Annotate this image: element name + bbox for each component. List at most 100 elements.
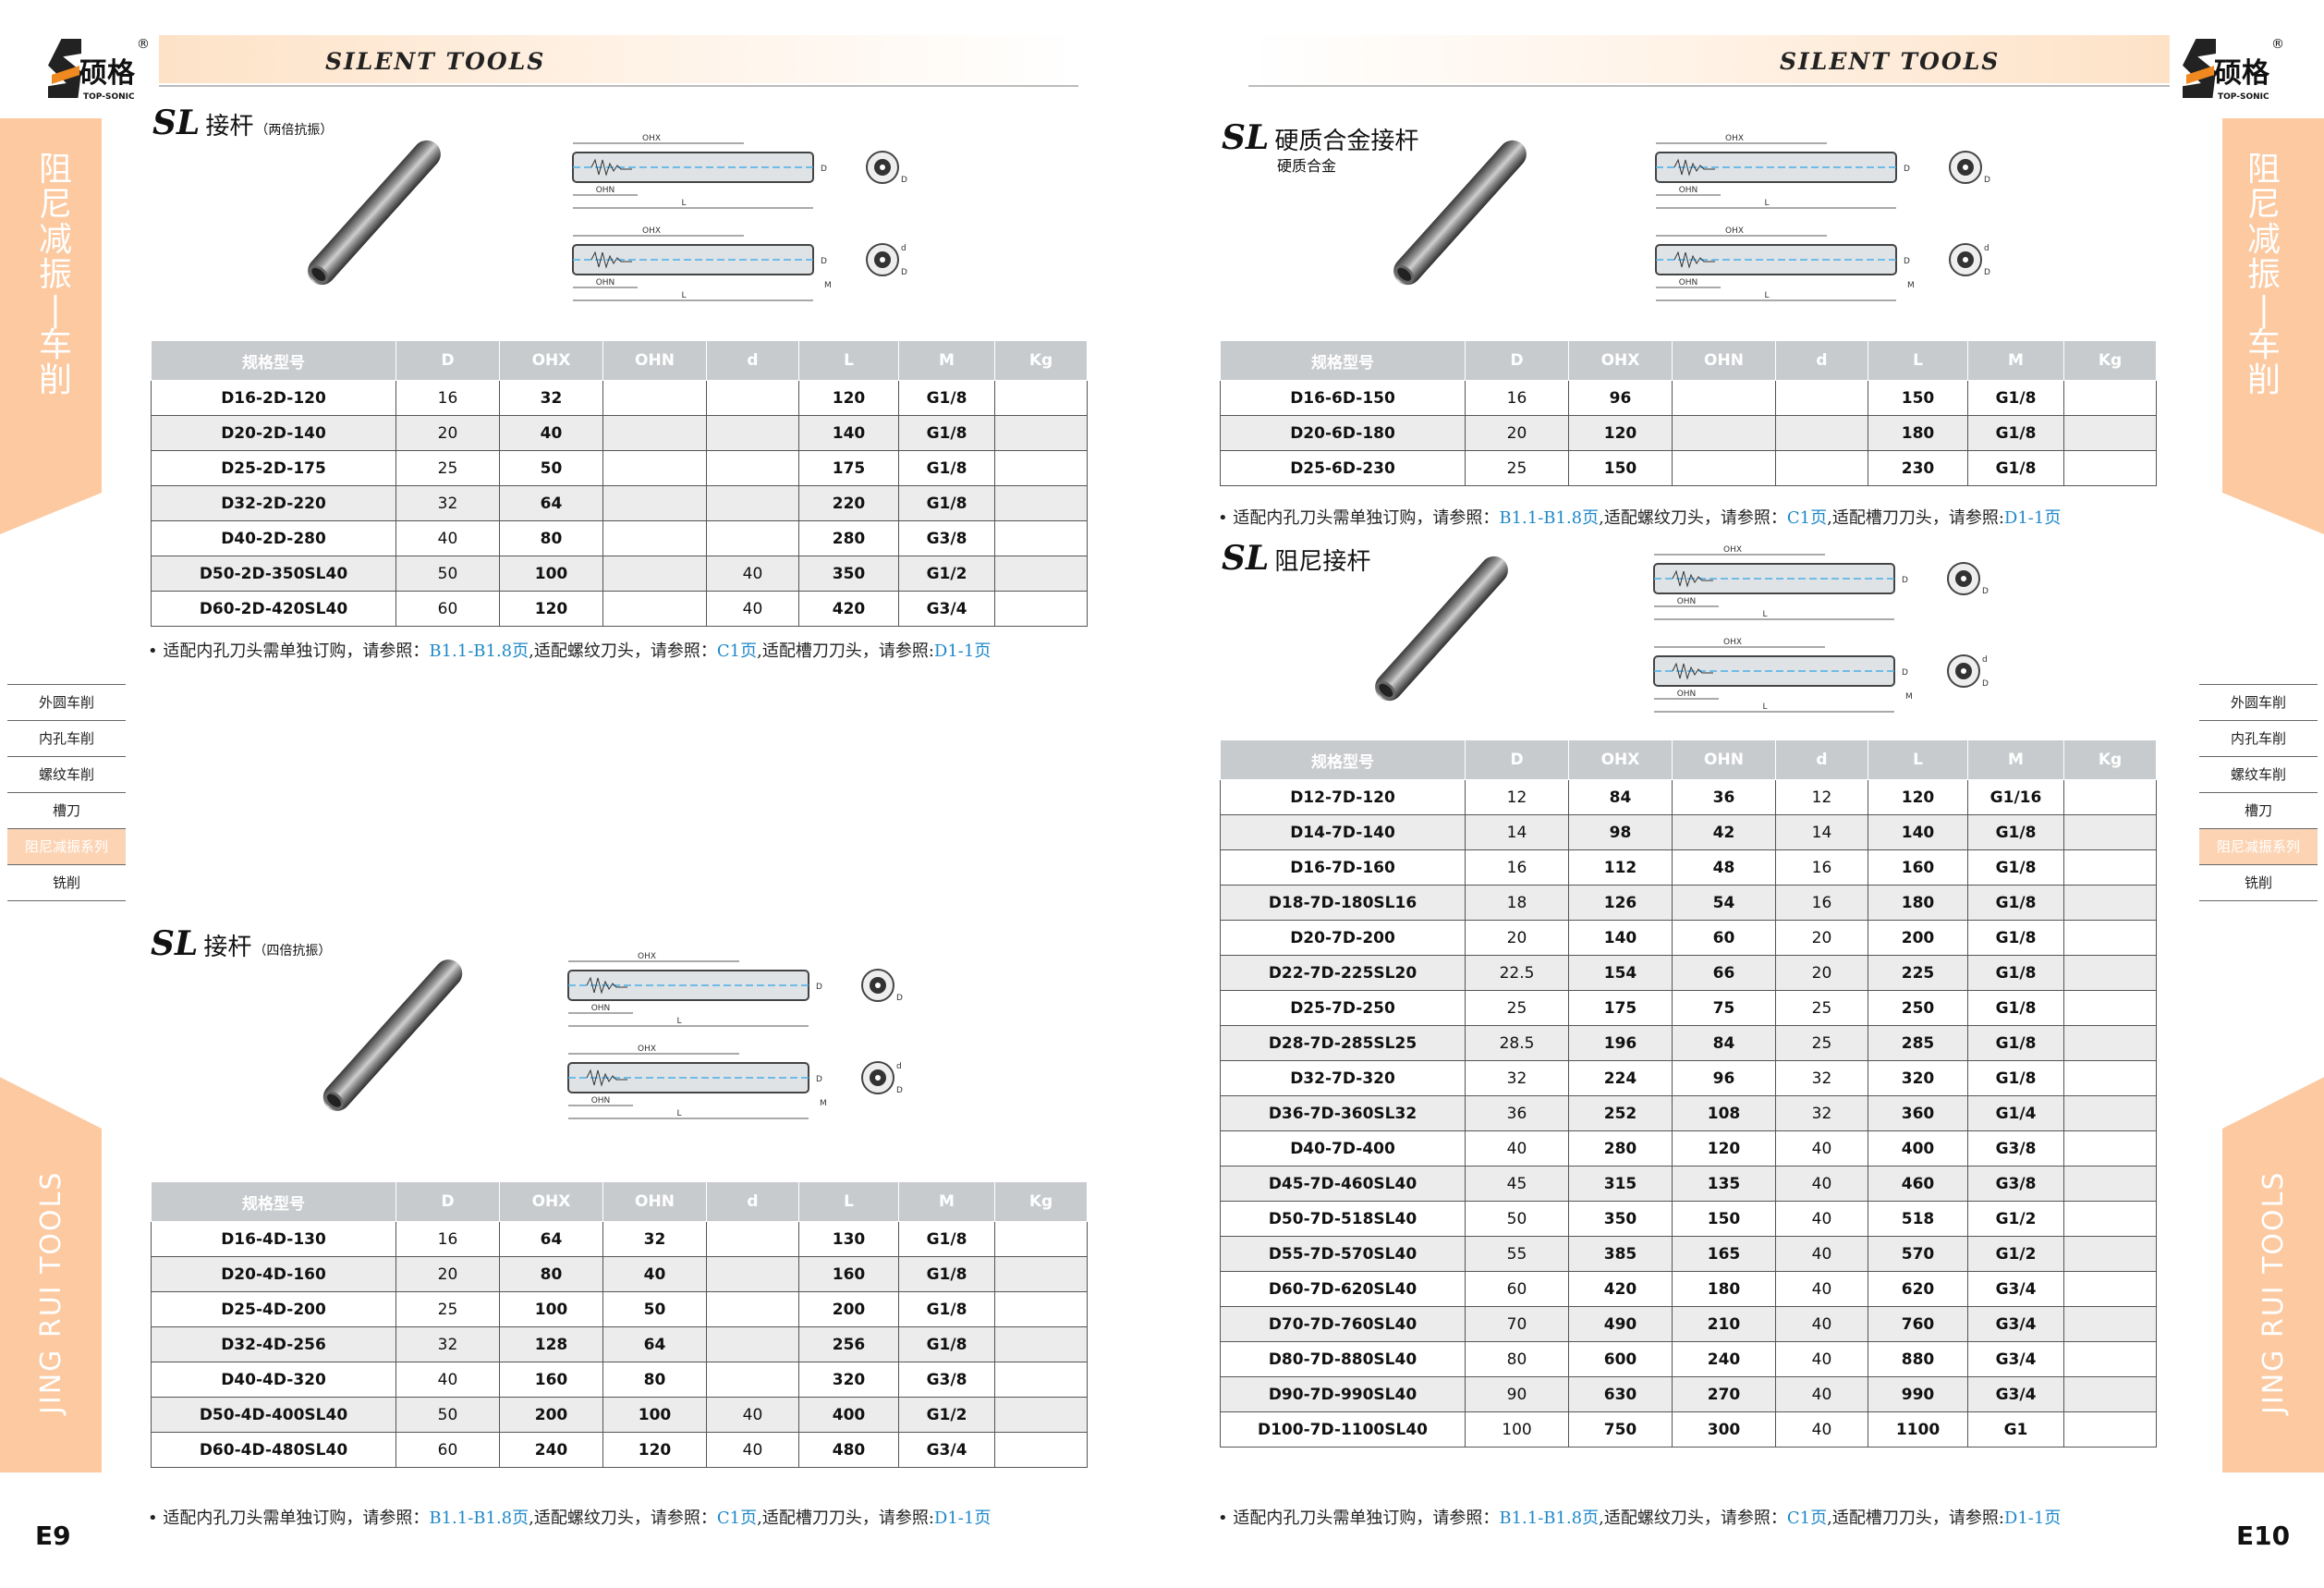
order-note: • 适配内孔刀头需单独订购，请参照：B1.1-B1.8页,适配螺纹刀头，请参照：… — [148, 1509, 992, 1528]
link-groove-inserts[interactable]: D1-1页 — [2003, 1509, 2062, 1528]
spec-cell: 96 — [1672, 1060, 1776, 1096]
spec-cell: 40 — [395, 1362, 500, 1398]
spec-cell — [2063, 415, 2157, 451]
dim-label-ohx: OHX — [642, 134, 661, 143]
menu-item-milling[interactable]: 铣削 — [2199, 865, 2318, 901]
menu-item-damping-series[interactable]: 阻尼减振系列 — [2199, 829, 2318, 865]
product-image-rod — [317, 953, 468, 1118]
product-image-rod — [1369, 550, 1515, 707]
link-thread-inserts[interactable]: C1页 — [716, 641, 758, 661]
dim-label-l: L — [1764, 199, 1769, 208]
menu-item-inner-turning[interactable]: 内孔车削 — [7, 721, 126, 757]
spec-cell: G3/8 — [898, 520, 995, 556]
table-row: D40-7D-400 40 280 120 40 400 G3/8 — [1220, 1130, 2157, 1167]
brand-logo-right: 硕格 TOP-SONIC ® — [2183, 37, 2284, 108]
spec-cell: 60 — [1672, 920, 1776, 956]
spec-cell — [1672, 450, 1776, 486]
table-row: D14-7D-140 14 98 42 14 140 G1/8 — [1220, 814, 2157, 850]
link-thread-inserts[interactable]: C1页 — [1786, 508, 1828, 528]
spec-cell — [706, 485, 799, 521]
link-bore-inserts[interactable]: B1.1-B1.8页 — [1499, 1509, 1600, 1528]
spec-cell — [994, 1221, 1088, 1257]
svg-text:D: D — [901, 176, 907, 185]
spec-cell: 490 — [1568, 1306, 1673, 1342]
table-row: D25-7D-250 25 175 75 25 250 G1/8 — [1220, 990, 2157, 1026]
spec-cell — [2063, 990, 2157, 1026]
spec-cell: 570 — [1868, 1236, 1968, 1272]
model-cell: D90-7D-990SL40 — [1220, 1376, 1466, 1412]
spec-cell — [994, 1362, 1088, 1398]
spec-cell: 100 — [499, 1291, 603, 1327]
link-bore-inserts[interactable]: B1.1-B1.8页 — [1499, 508, 1600, 528]
menu-item-outer-turning[interactable]: 外圆车削 — [7, 685, 126, 721]
link-groove-inserts[interactable]: D1-1页 — [2003, 508, 2062, 528]
spec-cell: 1100 — [1868, 1411, 1968, 1448]
spec-cell: 252 — [1568, 1095, 1673, 1131]
spec-cell: 40 — [602, 1256, 707, 1292]
dim-label-ohn: OHN — [1677, 597, 1697, 606]
link-bore-inserts[interactable]: B1.1-B1.8页 — [429, 641, 529, 661]
dim-label-l: L — [681, 199, 686, 208]
menu-item-thread-turning[interactable]: 螺纹车削 — [7, 757, 126, 793]
table-row: D16-4D-130 16 64 32 130 G1/8 — [151, 1221, 1088, 1257]
spec-cell: 32 — [499, 380, 603, 416]
spec-cell: 240 — [1672, 1341, 1776, 1377]
dim-label-d: D — [1902, 668, 1908, 678]
spec-cell — [602, 591, 707, 627]
menu-item-grooving[interactable]: 槽刀 — [2199, 793, 2318, 829]
spec-cell — [2063, 1411, 2157, 1448]
spec-cell — [2063, 1095, 2157, 1131]
spec-cell: 280 — [798, 520, 899, 556]
table-row: D90-7D-990SL40 90 630 270 40 990 G3/4 — [1220, 1376, 2157, 1412]
spec-cell: 40 — [1465, 1130, 1569, 1167]
model-cell: D20-2D-140 — [151, 415, 396, 451]
dim-label-l: L — [1764, 291, 1769, 300]
table-row: D40-4D-320 40 160 80 320 G3/8 — [151, 1362, 1088, 1398]
link-thread-inserts[interactable]: C1页 — [716, 1509, 758, 1528]
dim-label-ohx: OHX — [1723, 638, 1742, 647]
spec-cell: 25 — [1465, 990, 1569, 1026]
spec-cell: 40 — [1775, 1201, 1868, 1237]
spec-cell: 20 — [1775, 955, 1868, 991]
menu-item-milling[interactable]: 铣削 — [7, 865, 126, 901]
link-bore-inserts[interactable]: B1.1-B1.8页 — [429, 1509, 529, 1528]
section-title-sl-carbide: SL 硬质合金接杆 硬质合金 — [1222, 118, 1419, 175]
model-cell: D20-6D-180 — [1220, 415, 1466, 451]
spec-cell: 28.5 — [1465, 1025, 1569, 1061]
svg-text:D: D — [896, 1086, 903, 1095]
column-header: d — [1775, 739, 1868, 780]
spec-table-sl-damping: 规格型号 D OHX OHN d L M Kg D12-7D-120 12 84 36 12 120 G1/… — [1220, 739, 2157, 1448]
menu-item-grooving[interactable]: 槽刀 — [7, 793, 126, 829]
model-cell: D70-7D-760SL40 — [1220, 1306, 1466, 1342]
model-cell: D32-7D-320 — [1220, 1060, 1466, 1096]
spec-cell — [994, 450, 1088, 486]
spec-cell: 150 — [1672, 1201, 1776, 1237]
side-category-label-right: 阻尼减 振 | 车 削 — [2246, 151, 2281, 399]
spec-cell: 16 — [395, 380, 500, 416]
spec-cell: G1/8 — [1967, 955, 2064, 991]
menu-item-damping-series[interactable]: 阻尼减振系列 — [7, 829, 126, 865]
column-header: D — [1465, 739, 1569, 780]
spec-cell: 180 — [1868, 885, 1968, 921]
menu-item-outer-turning[interactable]: 外圆车削 — [2199, 685, 2318, 721]
dim-label-l: L — [676, 1109, 681, 1118]
menu-item-thread-turning[interactable]: 螺纹车削 — [2199, 757, 2318, 793]
link-groove-inserts[interactable]: D1-1页 — [933, 641, 992, 661]
menu-item-inner-turning[interactable]: 内孔车削 — [2199, 721, 2318, 757]
table-row: D45-7D-460SL40 45 315 135 40 460 G3/8 — [1220, 1166, 2157, 1202]
column-header: M — [898, 340, 995, 381]
svg-text:D: D — [1982, 587, 1989, 596]
damper-spring-icon — [590, 158, 632, 177]
spec-cell: 22.5 — [1465, 955, 1569, 991]
spec-cell — [2063, 1306, 2157, 1342]
column-header: 规格型号 — [151, 1181, 396, 1222]
spec-cell: 196 — [1568, 1025, 1673, 1061]
column-header: OHX — [1568, 340, 1673, 381]
link-thread-inserts[interactable]: C1页 — [1786, 1509, 1828, 1528]
page-number-right: E10 — [2236, 1521, 2291, 1551]
table-row: D20-4D-160 20 80 40 160 G1/8 — [151, 1256, 1088, 1292]
page-number-left: E9 — [35, 1521, 71, 1551]
link-groove-inserts[interactable]: D1-1页 — [933, 1509, 992, 1528]
spec-cell: 50 — [499, 450, 603, 486]
spec-cell: G3/4 — [898, 1432, 995, 1468]
